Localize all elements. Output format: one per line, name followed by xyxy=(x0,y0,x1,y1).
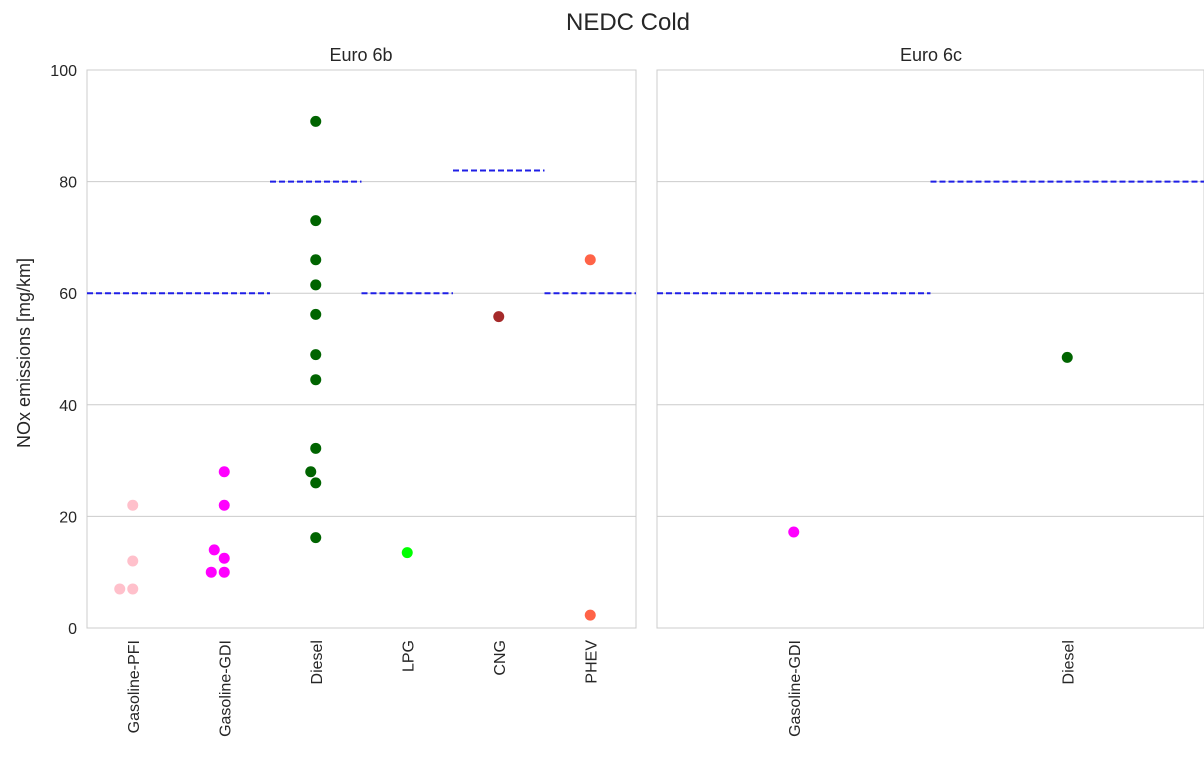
point-gasoline-pfi xyxy=(127,555,139,567)
y-tick-label-100: 100 xyxy=(50,63,77,80)
point-diesel xyxy=(310,215,322,227)
x-tick-label-lpg: LPG xyxy=(400,640,417,672)
panel-euro-6c: Euro 6c Gasoline-GDI Diesel xyxy=(656,45,1204,737)
point-phev xyxy=(584,254,596,266)
point-diesel xyxy=(1061,351,1073,363)
point-gasoline-gdi xyxy=(208,544,220,556)
x-tick-label-phev: PHEV xyxy=(583,640,600,684)
y-tick-label-20: 20 xyxy=(59,509,77,526)
point-gasoline-gdi xyxy=(788,526,800,538)
y-axis-label: NOx emissions [mg/km] xyxy=(14,258,34,448)
point-lpg xyxy=(401,547,413,559)
x-tick-label-gasoline-pfi: Gasoline-PFI xyxy=(126,640,143,733)
point-diesel xyxy=(310,254,322,266)
point-diesel xyxy=(310,279,322,291)
point-gasoline-gdi xyxy=(205,566,217,578)
plot-frame xyxy=(86,69,637,629)
point-diesel xyxy=(310,477,322,489)
x-tick-label-gasoline-gdi: Gasoline-GDI xyxy=(217,640,234,737)
point-diesel xyxy=(310,115,322,127)
y-tick-label-0: 0 xyxy=(68,621,77,638)
y-tick-label-60: 60 xyxy=(59,286,77,303)
point-diesel xyxy=(310,532,322,544)
point-gasoline-pfi xyxy=(127,583,139,595)
point-gasoline-gdi xyxy=(218,552,230,564)
point-gasoline-pfi xyxy=(114,583,126,595)
panel-title-euro-6c: Euro 6c xyxy=(900,45,962,65)
y-tick-label-80: 80 xyxy=(59,175,77,192)
panel-euro-6b: Euro 6b 0 20 40 60 80 100 Gasoline-PFI Gasoline… xyxy=(50,45,637,737)
point-cng xyxy=(493,311,505,323)
panel-title-euro-6b: Euro 6b xyxy=(329,45,392,65)
figure-title: NEDC Cold xyxy=(566,9,690,36)
point-diesel xyxy=(310,308,322,320)
x-tick-label-diesel: Diesel xyxy=(1060,640,1077,684)
point-diesel xyxy=(310,442,322,454)
point-phev xyxy=(584,609,596,621)
y-tick-label-40: 40 xyxy=(59,398,77,415)
point-gasoline-gdi xyxy=(218,566,230,578)
x-tick-label-diesel: Diesel xyxy=(309,640,326,684)
point-diesel xyxy=(310,349,322,361)
point-gasoline-gdi xyxy=(218,499,230,511)
point-gasoline-gdi xyxy=(218,466,230,478)
x-tick-label-cng: CNG xyxy=(492,640,509,676)
plot-frame xyxy=(656,69,1204,629)
point-gasoline-pfi xyxy=(127,499,139,511)
point-diesel xyxy=(305,466,317,478)
point-diesel xyxy=(310,374,322,386)
x-tick-label-gasoline-gdi: Gasoline-GDI xyxy=(787,640,804,737)
